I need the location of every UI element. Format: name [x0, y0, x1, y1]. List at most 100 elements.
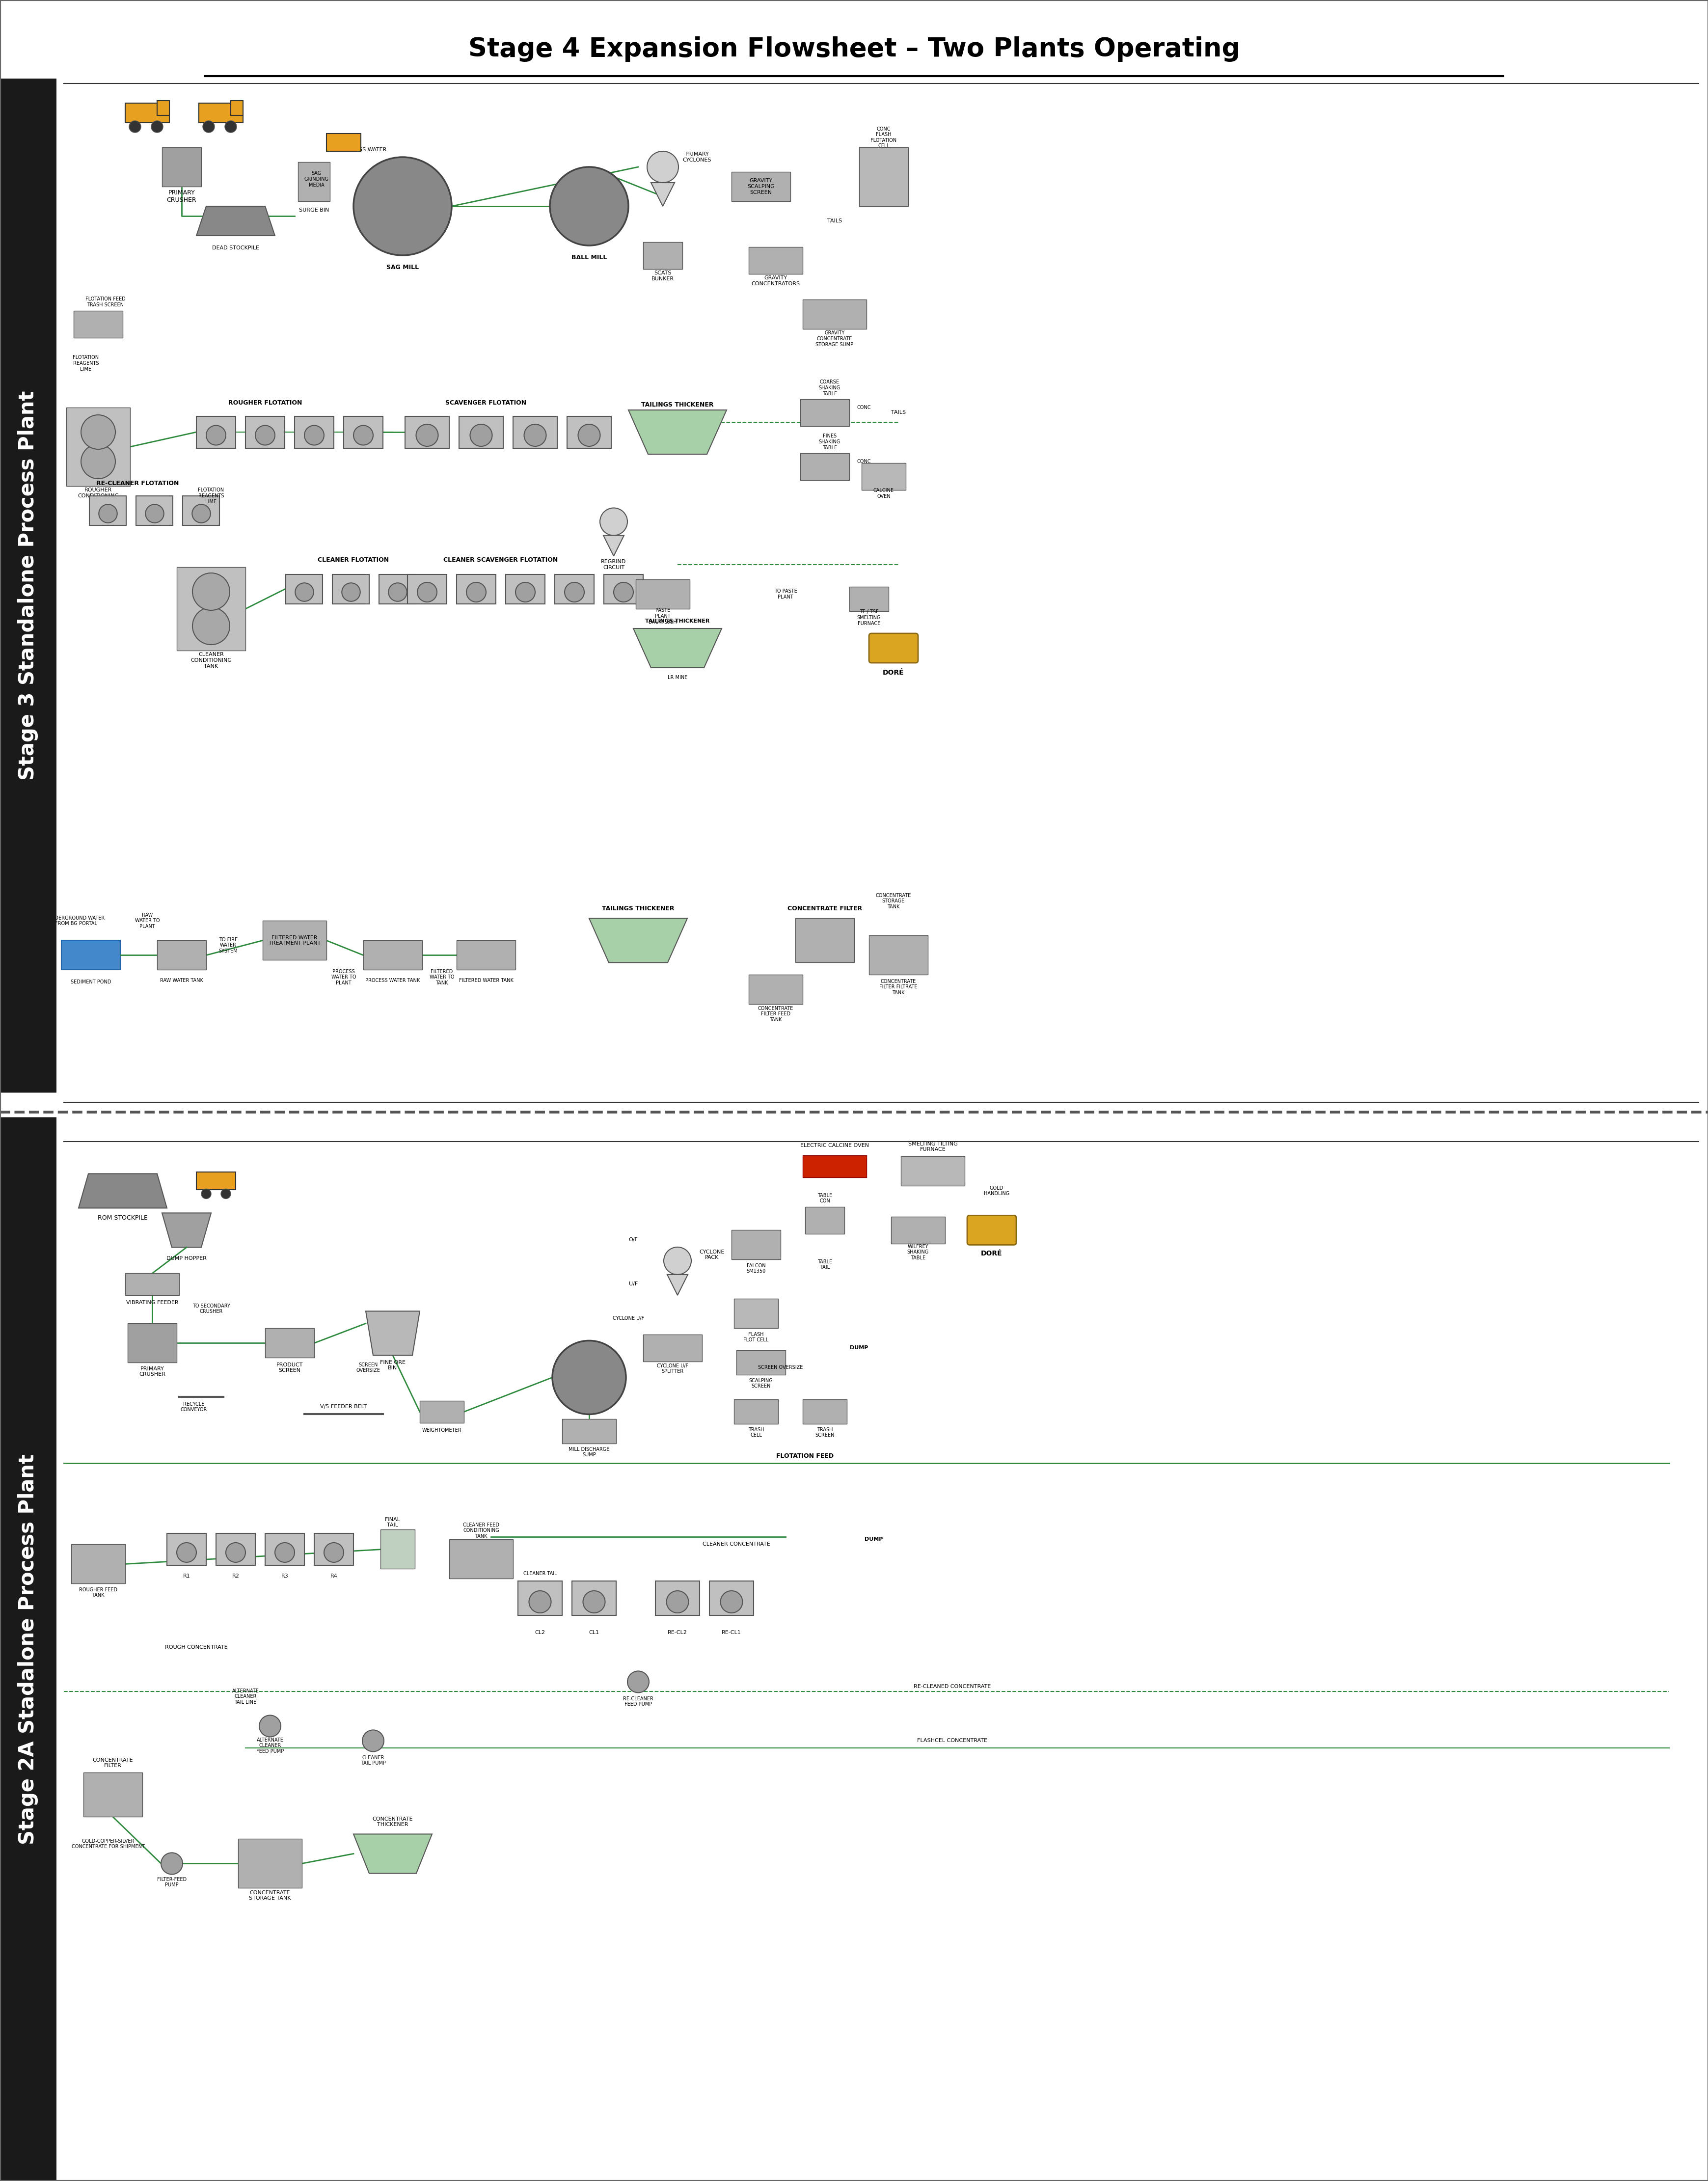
Text: DUMP: DUMP	[864, 1538, 883, 1542]
Circle shape	[161, 1852, 183, 1873]
FancyBboxPatch shape	[162, 148, 202, 188]
FancyBboxPatch shape	[734, 1300, 777, 1328]
Bar	[196, 417, 236, 447]
Text: R4: R4	[330, 1575, 338, 1579]
Circle shape	[220, 1189, 231, 1200]
Circle shape	[193, 574, 229, 611]
Text: PROCESS
WATER TO
PLANT: PROCESS WATER TO PLANT	[331, 968, 355, 986]
Circle shape	[207, 425, 225, 445]
Text: FLASH
FLOT CELL: FLASH FLOT CELL	[743, 1333, 769, 1343]
Text: DORÉ: DORÉ	[883, 670, 904, 676]
Circle shape	[295, 582, 314, 602]
Text: RECYCLE
CONVEYOR: RECYCLE CONVEYOR	[181, 1402, 207, 1413]
Text: CONCENTRATE
STORAGE TANK: CONCENTRATE STORAGE TANK	[249, 1891, 290, 1902]
Text: MILL DISCHARGE
SUMP: MILL DISCHARGE SUMP	[569, 1446, 610, 1457]
FancyBboxPatch shape	[967, 1215, 1016, 1245]
Text: ELECTRIC CALCINE OVEN: ELECTRIC CALCINE OVEN	[799, 1143, 869, 1147]
FancyBboxPatch shape	[748, 975, 803, 1003]
Bar	[572, 1581, 617, 1616]
Text: CONCENTRATE FILTER: CONCENTRATE FILTER	[787, 905, 863, 912]
Bar	[157, 100, 169, 116]
FancyBboxPatch shape	[803, 1156, 866, 1178]
Bar	[408, 574, 446, 604]
Text: R1: R1	[183, 1575, 190, 1579]
Bar	[167, 1533, 207, 1566]
Bar	[506, 574, 545, 604]
Text: ROUGH CONCENTRATE: ROUGH CONCENTRATE	[166, 1644, 227, 1651]
Text: SAG MILL: SAG MILL	[386, 264, 418, 270]
Text: RE-CLEANER FLOTATION: RE-CLEANER FLOTATION	[96, 480, 179, 486]
Text: TF / TSF
SMELTING
FURNACE: TF / TSF SMELTING FURNACE	[857, 608, 881, 626]
FancyBboxPatch shape	[456, 940, 516, 971]
Text: WEIGHTOMETER: WEIGHTOMETER	[422, 1429, 461, 1433]
Text: ALTERNATE
CLEANER
TAIL LINE: ALTERNATE CLEANER TAIL LINE	[232, 1688, 260, 1706]
FancyBboxPatch shape	[449, 1540, 512, 1579]
FancyBboxPatch shape	[748, 246, 803, 275]
Circle shape	[627, 1671, 649, 1692]
Circle shape	[354, 425, 372, 445]
Circle shape	[191, 504, 210, 523]
Text: PASTE
PLANT
BACKFLUSH: PASTE PLANT BACKFLUSH	[649, 608, 676, 624]
Text: SURGE BIN: SURGE BIN	[299, 207, 330, 212]
Text: RAW
WATER TO
PLANT: RAW WATER TO PLANT	[135, 912, 159, 929]
Text: FILTERED WATER TANK: FILTERED WATER TANK	[459, 979, 512, 984]
Bar	[456, 574, 495, 604]
FancyBboxPatch shape	[849, 587, 888, 611]
Text: TABLE
CON: TABLE CON	[816, 1193, 832, 1204]
Text: SEDIMENT POND: SEDIMENT POND	[70, 979, 111, 984]
Text: FINES
SHAKING
TABLE: FINES SHAKING TABLE	[818, 434, 840, 449]
Bar	[215, 1533, 254, 1566]
Text: PRIMARY
CRUSHER: PRIMARY CRUSHER	[167, 190, 196, 203]
FancyBboxPatch shape	[861, 462, 905, 491]
Text: TAILINGS THICKENER: TAILINGS THICKENER	[601, 905, 675, 912]
Bar	[285, 574, 323, 604]
Circle shape	[417, 582, 437, 602]
Polygon shape	[603, 534, 623, 556]
Text: CYCLONE U/F
SPLITTER: CYCLONE U/F SPLITTER	[656, 1363, 688, 1374]
Text: Stage 2A Stadalone Process Plant: Stage 2A Stadalone Process Plant	[17, 1455, 39, 1845]
Bar	[137, 495, 173, 526]
Text: PROCESS WATER: PROCESS WATER	[340, 148, 386, 153]
Text: TAILINGS THICKENER: TAILINGS THICKENER	[640, 401, 714, 408]
Text: CONCENTRATE
FILTER FEED
TANK: CONCENTRATE FILTER FEED TANK	[758, 1005, 793, 1023]
Text: U/F: U/F	[629, 1282, 637, 1287]
Circle shape	[130, 120, 140, 133]
Text: CLEANER
CONDITIONING
TANK: CLEANER CONDITIONING TANK	[190, 652, 232, 670]
FancyBboxPatch shape	[804, 1206, 844, 1234]
Text: GRAVITY
SCALPING
SCREEN: GRAVITY SCALPING SCREEN	[746, 179, 774, 194]
Text: FLOTATION FEED
TRASH SCREEN: FLOTATION FEED TRASH SCREEN	[85, 297, 126, 308]
FancyBboxPatch shape	[799, 399, 849, 425]
Text: DUMP: DUMP	[851, 1346, 868, 1350]
FancyBboxPatch shape	[157, 940, 207, 971]
Text: CONCENTRATE
THICKENER: CONCENTRATE THICKENER	[372, 1817, 413, 1828]
Text: ROUGHER
CONDITIONING
TANK: ROUGHER CONDITIONING TANK	[77, 489, 120, 504]
Text: GOLD-COPPER-SILVER
CONCENTRATE FOR SHIPMENT: GOLD-COPPER-SILVER CONCENTRATE FOR SHIPM…	[72, 1839, 145, 1849]
Text: O/F: O/F	[629, 1237, 637, 1243]
Text: PRIMARY
CYCLONES: PRIMARY CYCLONES	[683, 153, 711, 161]
Bar	[196, 1171, 236, 1191]
Polygon shape	[61, 940, 120, 971]
Text: DORÉ: DORÉ	[980, 1250, 1003, 1256]
Text: LR MINE: LR MINE	[668, 676, 687, 680]
Text: TRASH
CELL: TRASH CELL	[748, 1426, 763, 1437]
Text: SMELTING TILTING
FURNACE: SMELTING TILTING FURNACE	[909, 1141, 956, 1152]
Circle shape	[275, 1542, 294, 1562]
Text: RE-CL2: RE-CL2	[668, 1631, 687, 1636]
Circle shape	[721, 1590, 743, 1614]
Text: SAG
GRINDING
MEDIA: SAG GRINDING MEDIA	[304, 170, 330, 188]
Text: BALL MILL: BALL MILL	[570, 1422, 606, 1429]
Text: PRIMARY
CRUSHER: PRIMARY CRUSHER	[138, 1365, 166, 1376]
Text: FALCON
SM1350: FALCON SM1350	[746, 1263, 765, 1274]
FancyBboxPatch shape	[364, 940, 422, 971]
FancyBboxPatch shape	[381, 1529, 415, 1568]
Text: ROUGHER FEED
TANK: ROUGHER FEED TANK	[79, 1588, 118, 1599]
Text: ALTERNATE
CLEANER
FEED PUMP: ALTERNATE CLEANER FEED PUMP	[256, 1738, 284, 1754]
Circle shape	[176, 1542, 196, 1562]
FancyBboxPatch shape	[73, 310, 123, 338]
Text: SCREEN OVERSIZE: SCREEN OVERSIZE	[758, 1365, 803, 1370]
Bar	[333, 574, 369, 604]
Text: CL1: CL1	[589, 1631, 600, 1636]
Text: PRODUCT
SCREEN: PRODUCT SCREEN	[277, 1363, 302, 1372]
Text: CLEANER
TAIL PUMP: CLEANER TAIL PUMP	[360, 1756, 386, 1767]
Text: CYCLONE
PACK: CYCLONE PACK	[699, 1250, 724, 1261]
